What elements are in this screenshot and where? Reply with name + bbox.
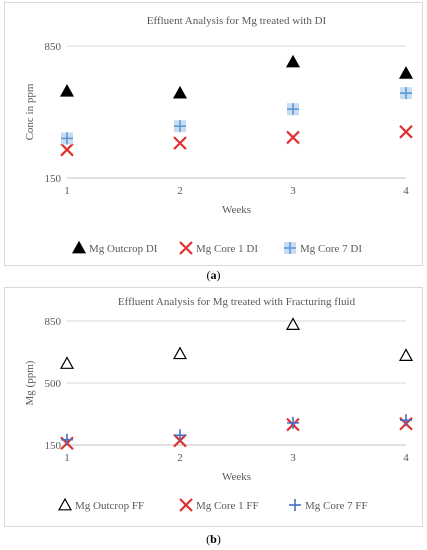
legend-label: Mg Core 7 DI: [300, 243, 362, 255]
legend-label: Mg Outcrop DI: [89, 243, 158, 255]
legend-marker: [284, 242, 296, 254]
data-point: [173, 136, 187, 150]
series-b-2: [61, 414, 412, 446]
x-tick-label: 2: [177, 185, 183, 197]
data-point: [399, 125, 413, 139]
caption-b: (b): [206, 532, 221, 546]
data-point: [287, 103, 299, 116]
x-axis-label: Weeks: [222, 204, 251, 216]
y-tick-label: 150: [45, 440, 62, 452]
data-point: [400, 87, 412, 100]
series-b-0: [59, 317, 414, 369]
data-point: [398, 348, 414, 361]
chart-title: Effluent Analysis for Mg treated with Fr…: [118, 296, 356, 308]
data-point: [285, 317, 301, 330]
series-a-1: [60, 125, 413, 157]
data-point: [172, 346, 188, 360]
y-axis-label: Conc in ppm: [24, 83, 36, 140]
data-point: [60, 142, 74, 157]
x-tick-label: 4: [403, 185, 409, 197]
caption-a: (a): [206, 268, 221, 282]
data-point: [174, 429, 186, 442]
legend-marker: [57, 497, 73, 511]
chart-panel-a: Effluent Analysis for Mg treated with DI…: [4, 2, 423, 266]
legend-label: Mg Core 1 FF: [196, 500, 259, 512]
data-point: [59, 84, 75, 97]
y-tick-label: 850: [45, 316, 62, 328]
caption-letter: a: [210, 268, 217, 282]
legend-marker: [179, 498, 193, 512]
y-tick-label: 150: [45, 173, 62, 185]
series-a-2: [61, 87, 412, 145]
data-point: [287, 416, 299, 429]
data-point: [61, 132, 73, 145]
series-a-0: [59, 54, 414, 99]
y-tick-label: 850: [45, 41, 62, 53]
y-axis-label: Mg (ppm): [24, 360, 36, 405]
x-tick-label: 1: [64, 452, 70, 464]
data-point: [400, 414, 412, 427]
x-tick-label: 2: [177, 452, 183, 464]
legend-label: Mg Outcrop FF: [75, 500, 144, 512]
chart-b-svg: Effluent Analysis for Mg treated with Fr…: [24, 296, 414, 512]
data-point: [172, 85, 188, 99]
legend-label: Mg Core 1 DI: [196, 243, 258, 255]
chart-a-svg: Effluent Analysis for Mg treated with DI…: [24, 15, 414, 255]
data-point: [59, 356, 75, 369]
x-tick-label: 4: [403, 452, 409, 464]
data-point: [174, 120, 186, 133]
data-point: [286, 130, 300, 145]
data-point: [398, 66, 414, 79]
x-tick-label: 3: [290, 185, 296, 197]
legend-marker: [179, 241, 193, 255]
x-tick-label: 3: [290, 452, 296, 464]
y-tick-label: 500: [45, 378, 62, 390]
x-tick-label: 1: [64, 185, 70, 197]
caption-letter: b: [210, 532, 217, 546]
legend-marker: [289, 499, 301, 511]
legend-label: Mg Core 7 FF: [305, 500, 368, 512]
chart-title: Effluent Analysis for Mg treated with DI: [147, 15, 327, 27]
x-axis-label: Weeks: [222, 471, 251, 483]
data-point: [61, 433, 73, 446]
data-point: [285, 54, 301, 68]
legend-marker: [71, 240, 87, 254]
chart-panel-b: Effluent Analysis for Mg treated with Fr…: [4, 287, 423, 527]
